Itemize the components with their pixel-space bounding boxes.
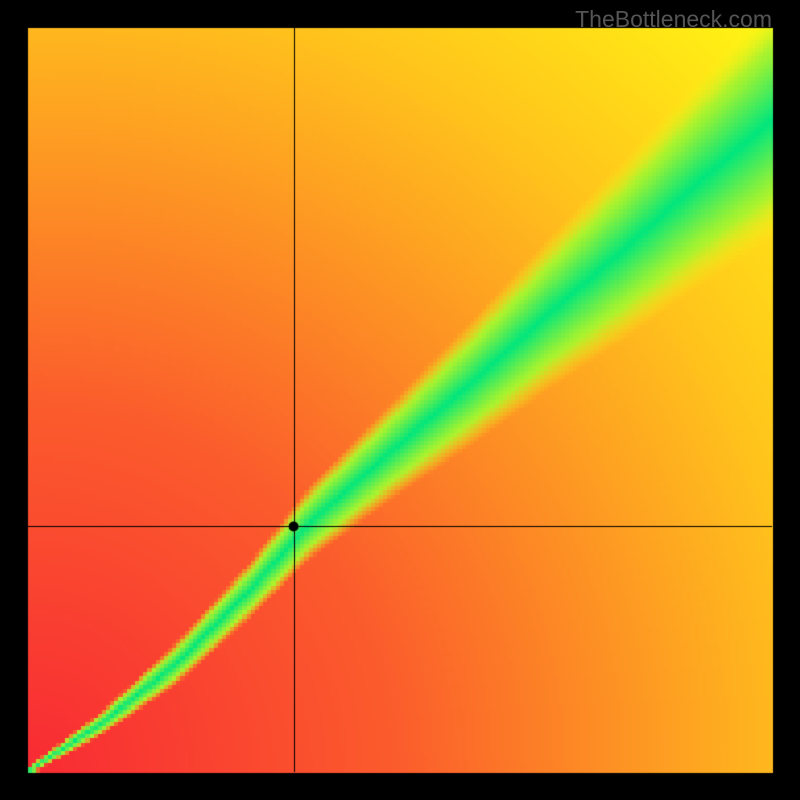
watermark-text: TheBottleneck.com <box>575 6 772 33</box>
chart-container: TheBottleneck.com <box>0 0 800 800</box>
heatmap-canvas <box>0 0 800 800</box>
